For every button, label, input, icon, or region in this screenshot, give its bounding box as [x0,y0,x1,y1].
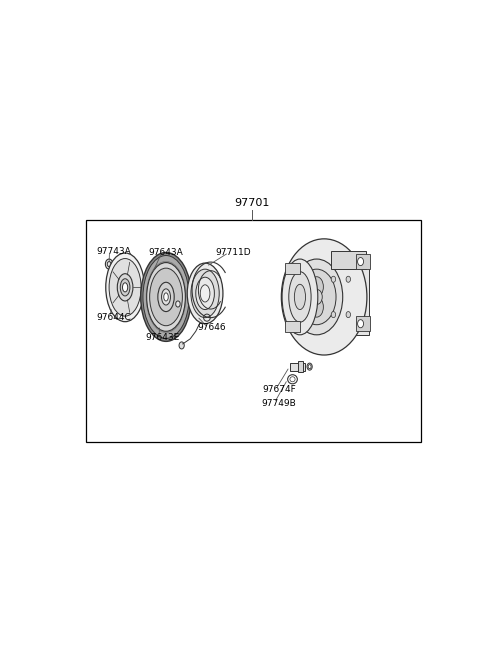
Ellipse shape [162,289,170,305]
Circle shape [358,258,363,266]
Circle shape [106,259,113,269]
Ellipse shape [117,274,133,301]
Ellipse shape [310,297,324,317]
Circle shape [307,363,312,370]
Circle shape [176,301,180,307]
Ellipse shape [282,259,318,335]
Ellipse shape [106,253,144,321]
Bar [298,361,302,372]
Ellipse shape [120,279,130,296]
Bar [331,251,366,269]
Ellipse shape [164,293,168,301]
Circle shape [346,312,350,318]
Ellipse shape [109,258,141,316]
Bar [356,316,370,331]
Ellipse shape [147,262,185,331]
Ellipse shape [297,269,336,325]
Ellipse shape [281,239,367,355]
Circle shape [331,276,336,282]
Ellipse shape [187,263,223,323]
Bar [86,220,421,442]
Text: 97643A: 97643A [148,248,183,257]
Ellipse shape [158,282,174,312]
Ellipse shape [122,283,128,292]
Text: 97749B: 97749B [261,398,296,407]
Circle shape [346,276,350,282]
Ellipse shape [294,284,305,310]
Circle shape [358,319,363,328]
Text: 97711D: 97711D [216,248,251,257]
Bar [285,263,300,274]
Ellipse shape [150,268,182,326]
Text: 97674F: 97674F [262,385,296,394]
Text: 97646: 97646 [197,323,226,332]
Ellipse shape [310,277,324,297]
Ellipse shape [290,259,343,335]
Ellipse shape [141,253,192,341]
Circle shape [179,342,184,349]
Circle shape [308,365,311,369]
Text: 97743A: 97743A [96,247,131,256]
Bar [332,259,369,335]
Ellipse shape [191,269,219,318]
Ellipse shape [196,277,215,310]
Bar [356,254,370,269]
Text: 97643E: 97643E [145,333,180,342]
Ellipse shape [289,272,311,322]
Ellipse shape [311,289,322,304]
Bar [289,363,305,371]
Circle shape [331,312,336,318]
Ellipse shape [200,285,210,302]
Text: 97701: 97701 [234,197,269,207]
Bar [285,321,300,333]
Ellipse shape [143,256,189,338]
Text: 97644C: 97644C [96,313,131,321]
